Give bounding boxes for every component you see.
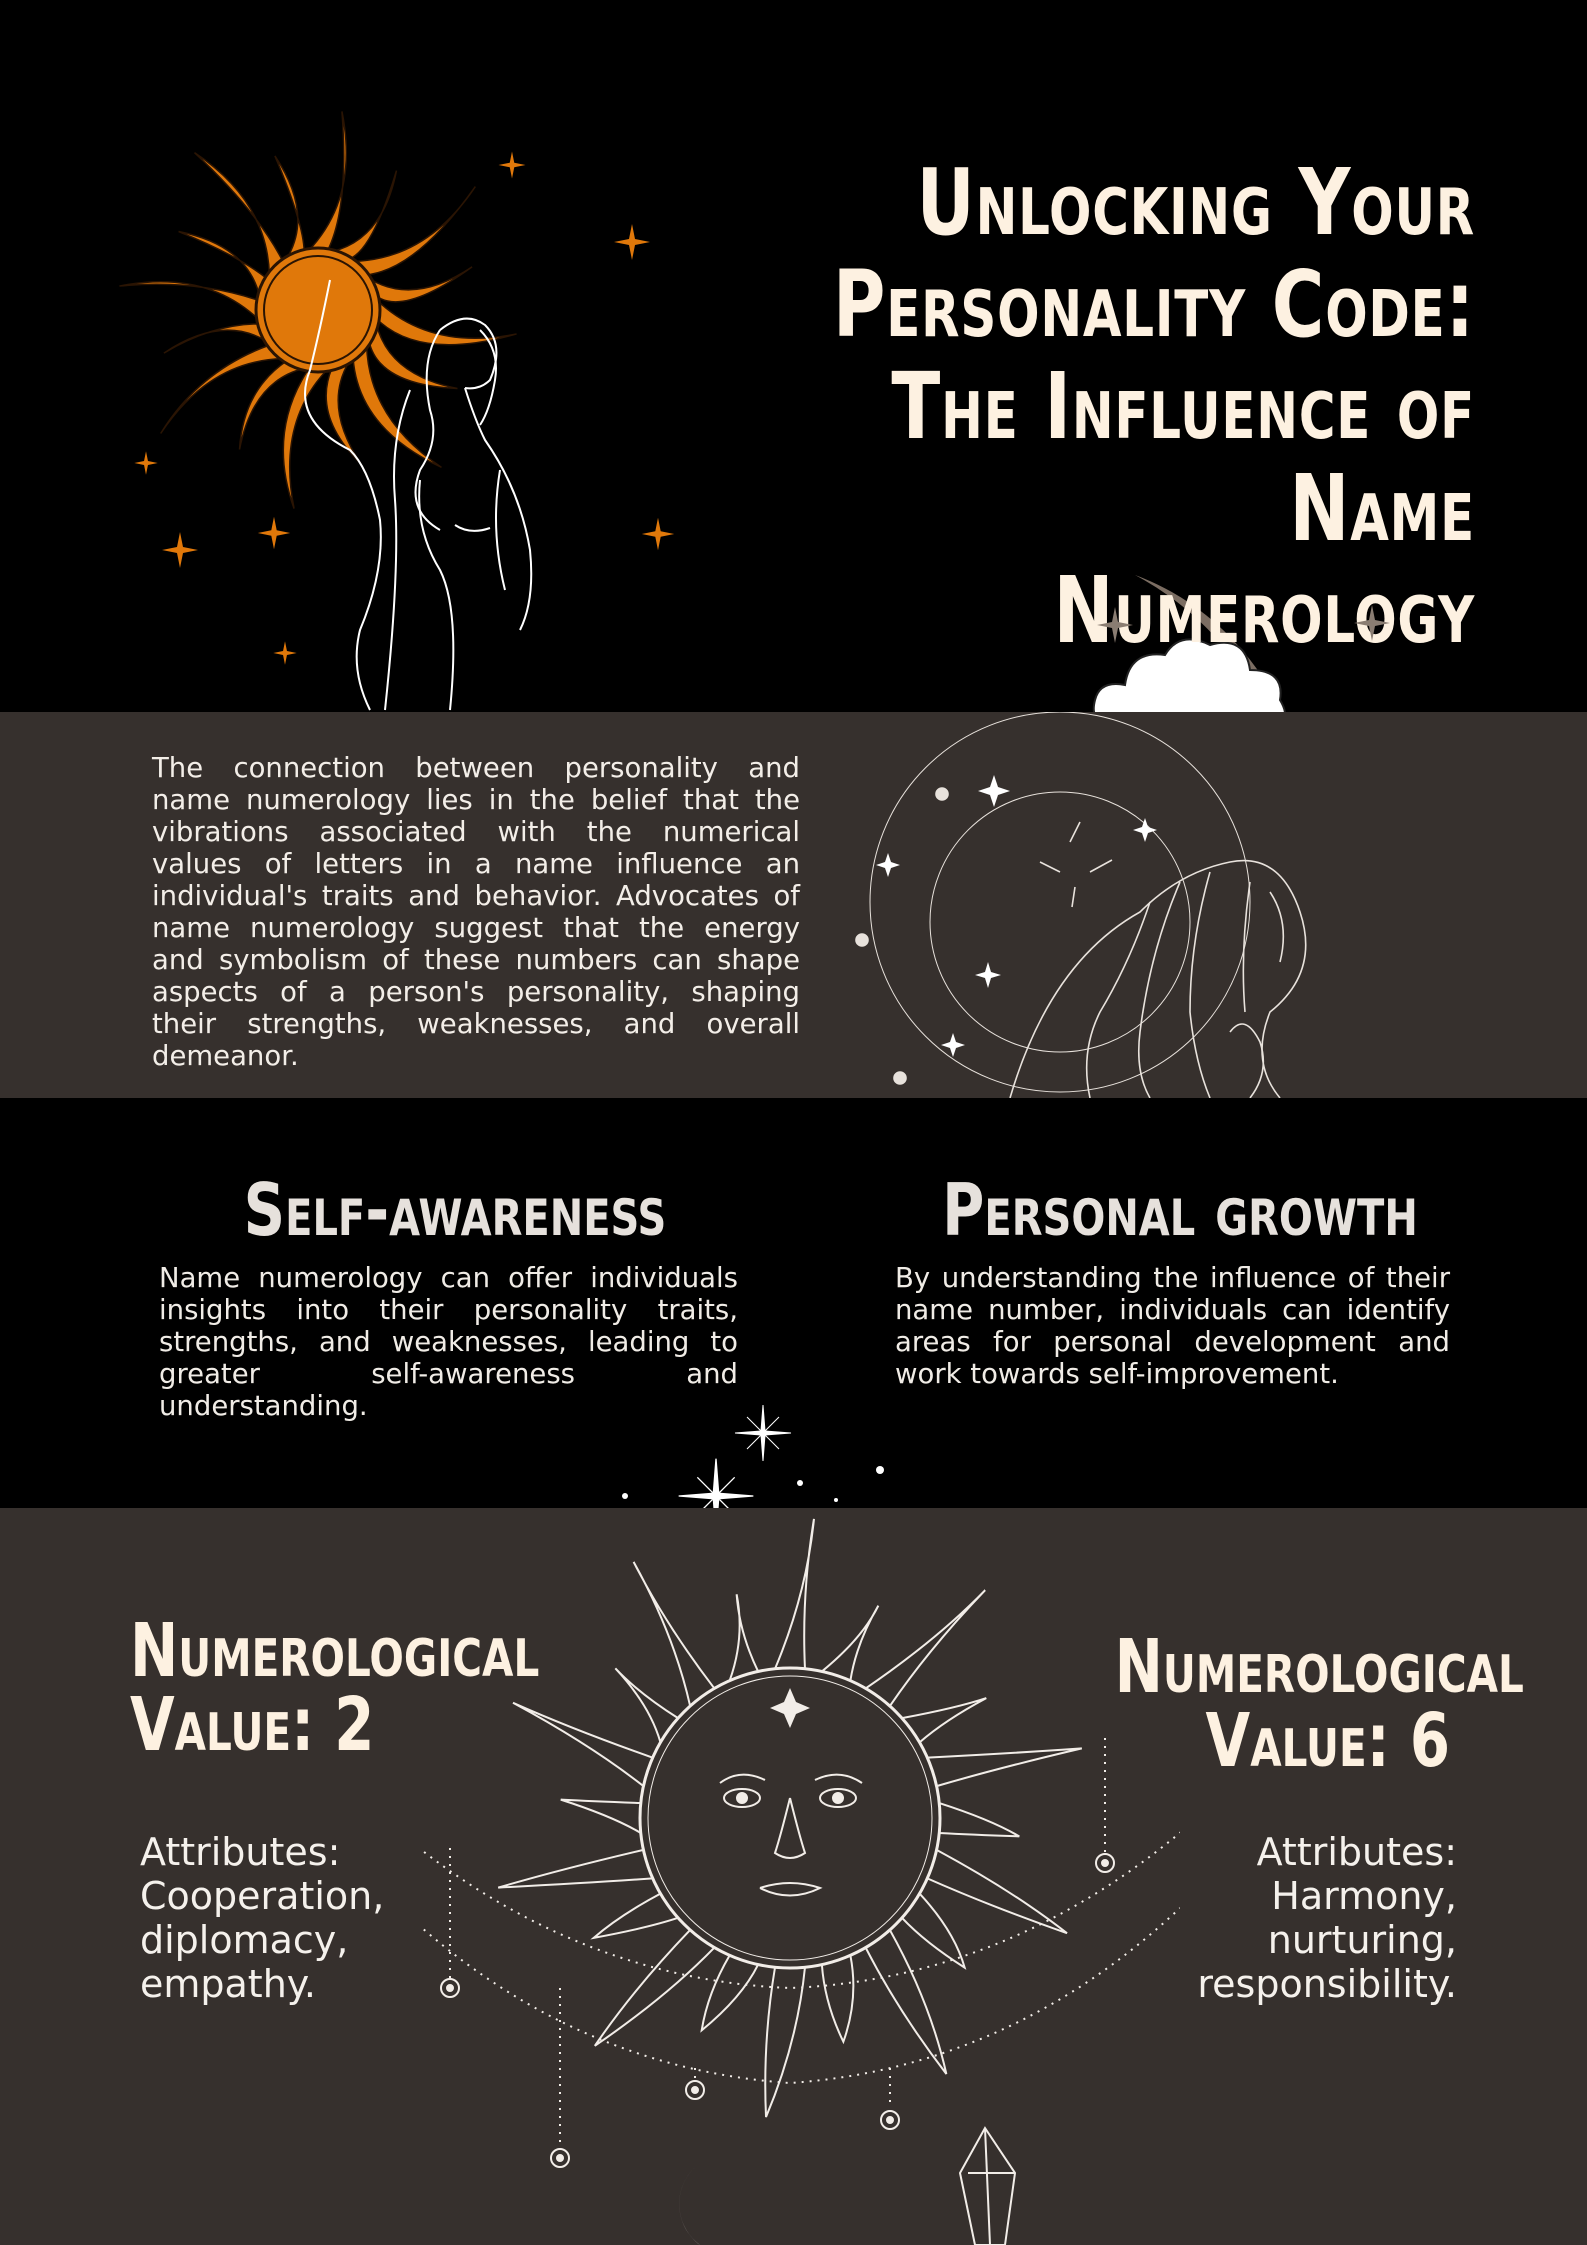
value-2-heading: Numerological Value: 2 [130, 1614, 560, 1762]
sun-ray [352, 343, 442, 469]
title-line-1: Unlocking Your [916, 149, 1475, 256]
sun-face-ray [819, 1605, 880, 1682]
sparkle-star-icon [257, 516, 291, 550]
sun-face-ray [512, 1701, 654, 1788]
self-awareness-text: Name numerology can offer individuals in… [159, 1262, 738, 1422]
title-line-3: The Influence of Name [891, 353, 1475, 562]
cloud-icon [1230, 690, 1520, 712]
sun-face-ray [764, 1966, 807, 2118]
star-dots [622, 1466, 884, 1502]
sun-ray [282, 368, 330, 509]
hero-section: Unlocking Your Personality Code: The Inf… [0, 0, 1587, 712]
sun-face-ray [938, 1801, 1020, 1838]
personal-growth-text: By understanding the influence of their … [895, 1262, 1450, 1390]
value-2-attr-line-4: empathy. [140, 1962, 316, 2006]
sun-face-ray [632, 1561, 716, 1708]
sparkle-star-icon [134, 451, 158, 475]
sun-face-ray [728, 1594, 760, 1683]
orange-sun-icon [119, 111, 517, 509]
sun-face-ray [497, 1848, 655, 1889]
sun-face-ray [773, 1518, 815, 1670]
value-6-heading-line-2: Value: 6 [1205, 1698, 1450, 1784]
sparkle-star-icon [641, 517, 675, 551]
value-2-attr-line-2: Cooperation, [140, 1874, 385, 1918]
title-line-2: Personality Code: [832, 251, 1475, 358]
sun-face-ray [926, 1848, 1068, 1935]
benefits-section: Self-awareness Name numerology can offer… [0, 1098, 1587, 1508]
value-2-attr-line-1: Attributes: [140, 1830, 341, 1874]
sun-ray [119, 280, 260, 322]
sun-face-ray [820, 1954, 855, 2045]
value-6-attributes: Attributes: Harmony, nurturing, responsi… [1197, 1830, 1457, 2006]
cloud-icon [1092, 638, 1286, 712]
sun-ray [306, 111, 348, 252]
sparkle-star-icon [273, 641, 297, 665]
sparkle-star-icon [162, 532, 198, 568]
intro-section: The connection between personality and n… [0, 712, 1587, 1098]
value-2-heading-line-1: Numerological [130, 1608, 540, 1694]
sun-ray [160, 344, 285, 434]
sun-face-ray [614, 1667, 680, 1745]
sun-ray [194, 152, 284, 277]
sparkle-star-icon [1097, 607, 1133, 643]
personal-growth-heading: Personal growth [942, 1168, 1418, 1252]
value-2-attributes: Attributes: Cooperation, diplomacy, empa… [140, 1830, 384, 2006]
sparkle-star-icon [498, 151, 526, 179]
sun-face-ray [560, 1798, 642, 1835]
title-line-4: Numerology [1053, 557, 1475, 664]
woman-line-art-icon [855, 712, 1307, 1098]
value-6-attr-line-2: Harmony, [1271, 1874, 1457, 1918]
value-6-attr-line-3: nurturing, [1267, 1918, 1457, 1962]
sun-ray [163, 323, 269, 354]
value-6-heading-line-1: Numerological [1114, 1624, 1524, 1710]
sun-ray [367, 266, 473, 303]
sun-face-ray [590, 1892, 680, 1940]
sun-face-ray [900, 1697, 987, 1744]
page-title: Unlocking Your Personality Code: The Inf… [695, 152, 1475, 662]
sun-face-ray [594, 1928, 716, 2047]
sparkle-star-icon [1354, 605, 1390, 641]
sparkle-star-icon [734, 1404, 792, 1462]
sun-face-ray [863, 1589, 986, 1708]
woman-line-art-icon [304, 279, 533, 711]
values-section: Numerological Value: 2 Attributes: Coope… [0, 1508, 1587, 2245]
value-6-attr-line-4: responsibility. [1197, 1962, 1457, 2006]
sun-face-icon [420, 1518, 1180, 2245]
sparkle-star-icon [614, 224, 650, 260]
value-6-heading: Numerological Value: 6 [1020, 1624, 1524, 1784]
sun-face-ray [864, 1928, 948, 2075]
sun-face-ray [900, 1892, 967, 1970]
value-2-attr-line-3: diplomacy, [140, 1918, 349, 1962]
intro-paragraph: The connection between personality and n… [152, 752, 800, 1072]
sun-ray [329, 170, 398, 260]
sun-ray [274, 155, 305, 261]
sun-ray [351, 186, 476, 276]
sun-ray [376, 298, 517, 346]
value-2-heading-line-2: Value: 2 [130, 1682, 375, 1768]
sun-face-ray [925, 1747, 1083, 1788]
sun-face-ray [700, 1954, 760, 2033]
value-6-attr-line-1: Attributes: [1256, 1830, 1457, 1874]
sparkle-star-icon [678, 1458, 754, 1508]
self-awareness-heading: Self-awareness [243, 1168, 667, 1252]
